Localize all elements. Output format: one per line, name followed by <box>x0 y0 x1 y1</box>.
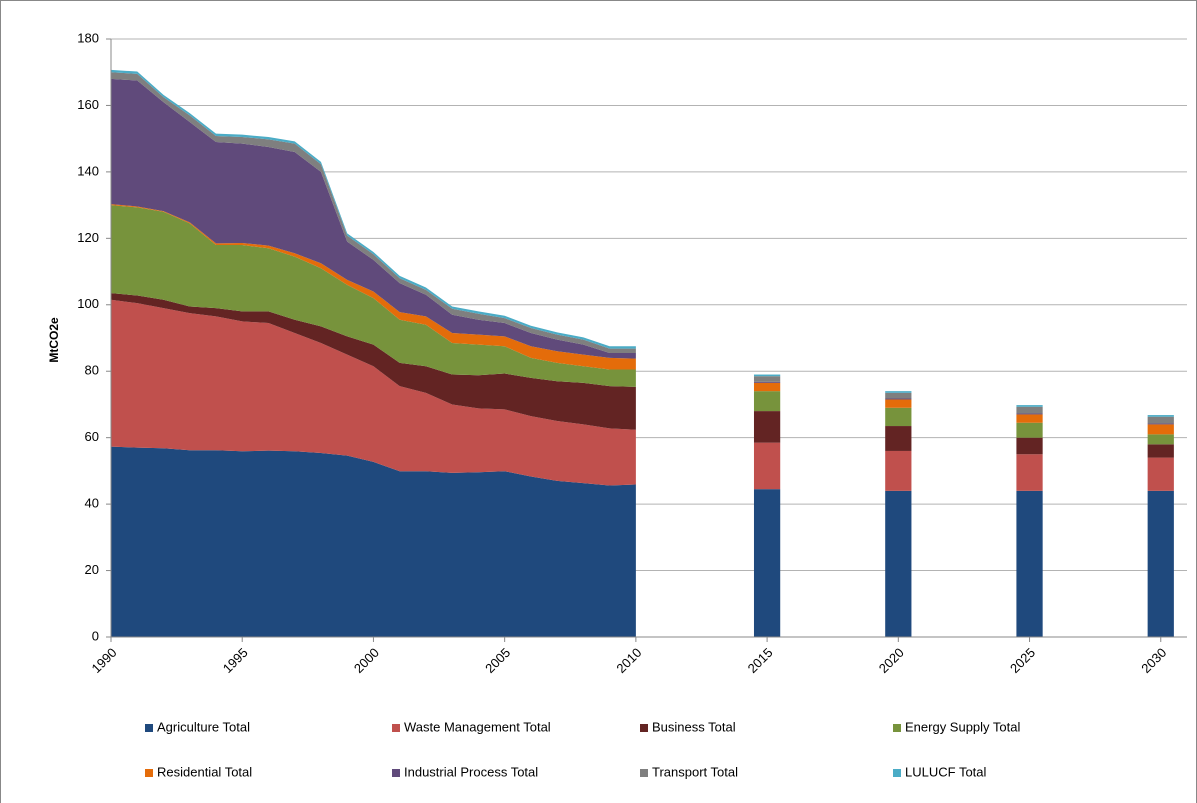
bar <box>1147 415 1174 417</box>
x-tick-label: 2020 <box>876 645 907 676</box>
bar <box>753 442 781 490</box>
legend-swatch <box>145 724 153 732</box>
bar <box>753 376 781 382</box>
bar <box>885 399 912 408</box>
bar <box>1016 454 1043 491</box>
bar <box>1147 434 1174 445</box>
y-tick-label: 20 <box>85 562 99 577</box>
bar <box>885 392 912 399</box>
bar <box>1147 457 1174 491</box>
legend-swatch <box>392 769 400 777</box>
x-tick-label: 2000 <box>351 645 382 676</box>
legend-swatch <box>640 769 648 777</box>
plot <box>111 69 1174 637</box>
x-tick-label: 1995 <box>220 645 251 676</box>
x-tick-label: 2005 <box>482 645 513 676</box>
bar <box>1147 423 1174 425</box>
area <box>111 446 636 637</box>
bar <box>1147 424 1174 435</box>
area <box>111 299 636 486</box>
area <box>111 293 636 430</box>
y-tick-label: 120 <box>77 230 99 245</box>
legend-label: Business Total <box>652 719 736 734</box>
legend-label: Industrial Process Total <box>404 764 538 779</box>
bar <box>885 450 912 491</box>
y-tick-label: 180 <box>77 30 99 45</box>
bar <box>1147 490 1174 637</box>
y-tick-label: 40 <box>85 496 99 511</box>
y-tick-label: 60 <box>85 429 99 444</box>
legend-swatch <box>392 724 400 732</box>
area <box>111 205 636 387</box>
bar <box>885 407 912 427</box>
y-tick-label: 80 <box>85 363 99 378</box>
bar <box>1016 413 1043 415</box>
bar <box>885 490 912 637</box>
bar <box>753 489 781 637</box>
area <box>111 72 636 353</box>
legend-swatch <box>145 769 153 777</box>
bar <box>1016 406 1043 414</box>
bar <box>885 426 912 451</box>
y-axis-label: MtCO2e <box>47 317 61 363</box>
bar <box>1147 416 1174 424</box>
y-tick-label: 0 <box>92 628 99 643</box>
x-tick-label: 2025 <box>1007 645 1038 676</box>
bar <box>1016 422 1043 438</box>
bar <box>1016 490 1043 637</box>
bar <box>885 391 912 393</box>
legend-label: Waste Management Total <box>404 719 551 734</box>
bar <box>885 398 912 400</box>
legend-swatch <box>893 769 901 777</box>
bar <box>753 374 781 377</box>
bar <box>753 382 781 392</box>
bar <box>753 381 781 383</box>
bar <box>1016 405 1043 407</box>
legend-label: Transport Total <box>652 764 738 779</box>
y-tick-label: 140 <box>77 163 99 178</box>
legend-swatch <box>640 724 648 732</box>
legend-label: Energy Supply Total <box>905 719 1020 734</box>
bar <box>1147 444 1174 458</box>
bar <box>1016 437 1043 455</box>
bar <box>753 391 781 412</box>
legend-swatch <box>893 724 901 732</box>
legend-label: LULUCF Total <box>905 764 987 779</box>
bar <box>753 411 781 443</box>
x-tick-label: 2015 <box>745 645 776 676</box>
x-tick-label: 2010 <box>613 645 644 676</box>
area <box>111 78 636 359</box>
legend-label: Residential Total <box>157 764 252 779</box>
legend-label: Agriculture Total <box>157 719 250 734</box>
y-tick-label: 100 <box>77 296 99 311</box>
x-tick-label: 1990 <box>88 645 119 676</box>
bar <box>1016 414 1043 423</box>
x-tick-label: 2030 <box>1138 645 1169 676</box>
y-tick-label: 160 <box>77 97 99 112</box>
